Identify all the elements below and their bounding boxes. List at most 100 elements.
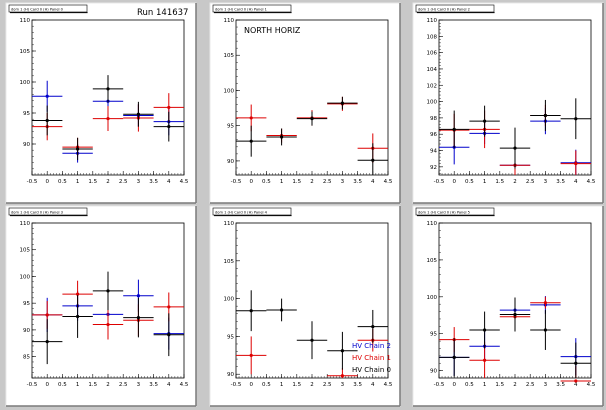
pad-frame (209, 2, 401, 204)
point-marker (574, 361, 578, 365)
x-tick-label: 1 (280, 179, 284, 185)
point-marker (136, 316, 140, 320)
point-marker (136, 112, 140, 116)
data-point (560, 98, 591, 140)
data-point (32, 105, 63, 136)
point-marker (45, 313, 49, 317)
point-marker (167, 105, 171, 110)
data-point (62, 137, 93, 161)
y-tick-label: 100 (427, 295, 438, 301)
point-marker (340, 101, 344, 105)
x-tick-label: 3 (137, 179, 141, 185)
pad-annotation: NORTH HORIZ (244, 26, 301, 35)
x-tick-label: 4.5 (180, 382, 189, 388)
legend-entry: HV Chain 1 (352, 354, 391, 362)
legend-entry: HV Chain 2 (352, 342, 391, 350)
data-point (499, 297, 531, 332)
x-tick-label: 2.5 (323, 382, 332, 388)
data-point (236, 290, 267, 332)
y-tick-label: 95 (23, 111, 30, 117)
pad-frame (5, 205, 197, 407)
point-marker (310, 338, 314, 342)
x-tick-label: -0.5 (231, 382, 242, 388)
pad-1[interactable]: dom 1 (H) Card 0 (H) Panel 0 -0.5 0 0.5 1 1.5… (5, 2, 197, 204)
point-marker (310, 117, 314, 121)
point-marker (513, 312, 517, 317)
pad-frame (209, 205, 401, 407)
legend: HV Chain 2 HV Chain 1 HV Chain 0 (352, 342, 391, 374)
x-tick-label: 4.5 (587, 179, 596, 185)
data-point (123, 101, 154, 127)
x-tick-label: 4.5 (384, 382, 393, 388)
pad-title: dom 1 (H) Card 0 (H) Panel 1 (215, 8, 267, 12)
pad-title-box: dom 1 (H) Card 0 (H) Panel 2 (415, 4, 495, 14)
y-tick-label: 95 (23, 301, 30, 307)
pad-title-box: dom 1 (H) Card 0 (H) Panel 5 (415, 207, 495, 217)
x-tick-label: 2 (310, 179, 314, 185)
pad-title: dom 1 (H) Card 0 (H) Panel 0 (11, 8, 64, 12)
x-tick-label: 0.5 (465, 382, 474, 388)
pad-2[interactable]: dom 1 (H) Card 0 (H) Panel 1 -0.5 0 0.5 1 1.5… (209, 2, 401, 204)
data-point (439, 338, 470, 377)
x-tick-label: 3 (341, 179, 345, 185)
pad-6[interactable]: dom 1 (H) Card 0 (H) Panel 5 -0.5 0 0.5 1 1.5… (412, 205, 604, 407)
x-tick-label: 3.5 (149, 179, 158, 185)
point-marker (167, 333, 171, 337)
point-marker (280, 308, 284, 312)
legend-entry: HV Chain 0 (352, 366, 391, 374)
point-marker (167, 125, 171, 129)
x-tick-label: 4 (167, 382, 171, 388)
y-tick-label: 90 (227, 159, 234, 165)
pad-title-frame (8, 207, 88, 216)
series-chain0 (439, 297, 591, 378)
pad-5[interactable]: dom 1 (H) Card 0 (H) Panel 4 -0.5 0 0.5 1 1.5… (209, 205, 401, 407)
point-marker (371, 158, 375, 162)
y-tick-label: 110 (427, 221, 438, 227)
x-tick-label: 0 (45, 179, 49, 185)
data-point (530, 310, 561, 350)
data-point (296, 321, 328, 360)
x-tick-label: 3 (544, 382, 548, 388)
point-marker (249, 353, 253, 357)
x-tick-label: 4 (167, 179, 171, 185)
data-point (153, 111, 184, 142)
x-tick-label: 4.5 (180, 179, 189, 185)
pad-title-frame (212, 4, 292, 13)
pad-3[interactable]: dom 1 (H) Card 0 (H) Panel 2 -0.5 0 0.5 1 1.5… (412, 2, 604, 204)
pad-title-box: dom 1 (H) Card 0 (H) Panel 4 (212, 207, 292, 217)
run-title: Run 141637 (137, 8, 188, 18)
point-marker (452, 355, 456, 359)
x-tick-label: 0 (452, 179, 456, 185)
x-tick-label: 3 (341, 382, 345, 388)
x-tick-label: 3 (544, 179, 548, 185)
x-tick-label: 3.5 (556, 179, 565, 185)
data-point (327, 96, 358, 110)
x-axis: -0.5 0 0.5 1 1.5 2 2.5 3 3.5 4 4.5 (434, 374, 596, 388)
point-marker (483, 119, 487, 123)
data-point (530, 99, 561, 131)
pad-title-box: dom 1 (H) Card 0 (H) Panel 0 (8, 4, 88, 14)
x-tick-label: 1 (483, 382, 487, 388)
y-tick-label: 90 (227, 372, 234, 378)
x-tick-label: 1 (76, 382, 80, 388)
data-point (266, 128, 297, 146)
y-tick-label: 105 (20, 49, 31, 55)
y-tick-label: 90 (430, 369, 437, 375)
series-chain0 (236, 96, 388, 175)
pad-4[interactable]: dom 1 (H) Card 0 (H) Panel 3 -0.5 0 0.5 1 1.5… (5, 205, 197, 407)
y-axis: 90 95 100 105 110 (20, 18, 36, 176)
y-tick-label: 104 (427, 67, 438, 73)
y-tick-label: 85 (23, 355, 30, 361)
data-point (327, 368, 358, 378)
data-point (92, 75, 124, 103)
x-tick-label: -0.5 (434, 382, 445, 388)
pad-frame (412, 205, 604, 407)
y-tick-label: 106 (427, 51, 438, 57)
x-tick-label: 1.5 (292, 179, 301, 185)
point-marker (574, 379, 578, 383)
pad-title-box: dom 1 (H) Card 0 (H) Panel 1 (212, 4, 292, 14)
point-marker (106, 87, 110, 91)
y-tick-label: 110 (224, 18, 235, 24)
x-tick-label: 1.5 (495, 179, 504, 185)
